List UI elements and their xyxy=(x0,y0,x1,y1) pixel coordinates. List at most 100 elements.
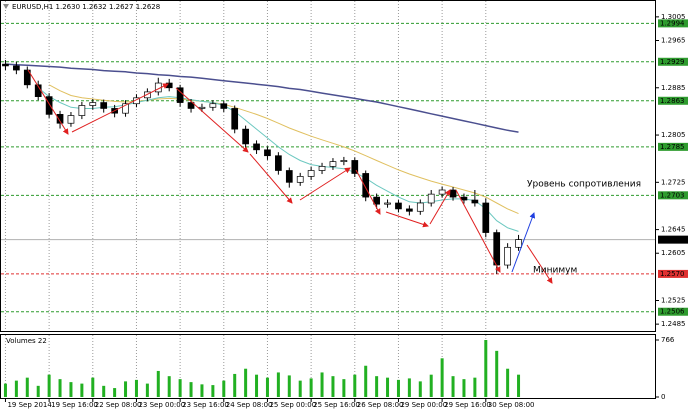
volume-bar xyxy=(189,382,193,397)
trend-arrow xyxy=(249,153,293,204)
x-tick-label: 30 Sep 08:00 xyxy=(488,401,535,409)
volume-bar xyxy=(342,379,346,397)
candle-body xyxy=(504,246,511,266)
trend-arrow xyxy=(71,83,169,133)
level-label: 1.2506 xyxy=(660,308,685,316)
volume-bar xyxy=(14,380,18,397)
candle-body xyxy=(13,65,20,71)
y-tick-label: 0 xyxy=(661,393,665,401)
volume-bar xyxy=(429,374,433,397)
moving-average xyxy=(5,63,519,133)
volume-bar xyxy=(255,374,259,397)
candle-body xyxy=(242,128,249,145)
trend-arrow xyxy=(526,244,553,284)
candle-body xyxy=(318,166,326,171)
level-tag xyxy=(658,191,688,200)
volume-bar xyxy=(80,383,84,397)
x-tick-label: 24 Sep 08:00 xyxy=(226,401,273,409)
trend-arrow xyxy=(299,167,351,201)
candle-body xyxy=(329,161,337,167)
volume-bar xyxy=(276,372,280,397)
volume-bar xyxy=(222,380,226,397)
y-tick-label: 1.2645 xyxy=(661,226,686,234)
volume-bar xyxy=(287,375,291,397)
volume-bar xyxy=(244,368,248,397)
candle-body xyxy=(395,202,402,210)
level-label: 1.2929 xyxy=(660,58,685,66)
trend-arrow xyxy=(429,189,451,225)
y-tick-label: 1.2805 xyxy=(661,131,686,139)
candle-body xyxy=(482,202,490,233)
level-tag xyxy=(658,96,688,105)
candle-body xyxy=(264,149,271,157)
level-label: 1.2570 xyxy=(660,270,685,278)
candle-body xyxy=(340,160,348,162)
candle-body xyxy=(515,239,522,248)
level-label: 1.2628 xyxy=(660,236,685,244)
volume-bar xyxy=(265,377,269,397)
level-tag xyxy=(658,57,688,66)
volume-bar xyxy=(91,377,95,397)
trend-arrow xyxy=(385,211,429,228)
trend-arrow xyxy=(455,189,501,273)
x-tick-label: 26 Sep 08:00 xyxy=(357,401,404,409)
volume-bar xyxy=(134,379,138,397)
candle-body xyxy=(220,103,228,109)
symbol-icon xyxy=(3,4,9,9)
level-tag xyxy=(658,307,688,316)
candle-body xyxy=(253,143,260,151)
candle-body xyxy=(198,106,206,109)
y-tick-label: 766 xyxy=(661,336,675,344)
level-label: 1.2703 xyxy=(660,191,685,199)
volume-title: Volumes 22 xyxy=(6,337,47,345)
annotation: Минимум xyxy=(533,266,577,276)
level-tag xyxy=(658,142,688,151)
candle-body xyxy=(122,103,129,114)
volume-bar xyxy=(473,377,477,397)
volume-bar xyxy=(407,378,411,397)
grid xyxy=(1,1,655,398)
volume-bar xyxy=(58,379,62,397)
level-label: 1.2785 xyxy=(660,143,685,151)
plot xyxy=(2,60,522,397)
x-tick-label: 19 Sep 16:00 xyxy=(51,401,98,409)
level-tag xyxy=(658,235,688,244)
y-tick-label: 1.2605 xyxy=(661,249,686,257)
volume-bar xyxy=(331,376,335,397)
x-tick-label: 23 Sep 00:00 xyxy=(138,401,185,409)
volume-bar xyxy=(233,373,237,397)
y-tick-label: 1.2885 xyxy=(661,84,686,92)
trend-arrows xyxy=(27,69,553,284)
volume-bar xyxy=(36,385,40,397)
y-tick-label: 1.3005 xyxy=(661,13,686,21)
candle-body xyxy=(67,115,75,124)
candle-body xyxy=(406,208,413,212)
trend-arrow xyxy=(175,87,249,153)
x-tick-label: 23 Sep 16:00 xyxy=(182,401,229,409)
volume-bar xyxy=(178,379,182,397)
moving-average xyxy=(37,87,519,232)
level-tag xyxy=(658,269,688,278)
candle-body xyxy=(373,196,380,205)
candle-body xyxy=(176,87,184,103)
volume-bar xyxy=(156,370,160,397)
volume-bar xyxy=(102,385,106,397)
candle-body xyxy=(362,173,370,198)
volume-bar xyxy=(440,358,444,397)
volume-bar xyxy=(375,376,379,397)
candle-body xyxy=(416,202,424,212)
volume-bar xyxy=(309,378,313,397)
y-tick-label: 1.2725 xyxy=(661,178,686,186)
y-tick-label: 1.2525 xyxy=(661,297,686,305)
x-tick-label: 25 Sep 00:00 xyxy=(269,401,316,409)
volume-bar xyxy=(124,381,128,397)
volume-bar xyxy=(113,388,117,397)
chart-title: EURUSD,H1 1.2630 1.2632 1.2627 1.2628 xyxy=(12,3,160,11)
candle-body xyxy=(23,69,31,86)
candle-body xyxy=(307,170,315,177)
volume-frame xyxy=(0,334,656,399)
annotation: Уровень сопротивления xyxy=(527,180,641,190)
volume-bar xyxy=(145,383,149,397)
x-tick-label: 22 Sep 08:00 xyxy=(95,401,142,409)
x-tick-label: 29 Sep 00:00 xyxy=(400,401,447,409)
